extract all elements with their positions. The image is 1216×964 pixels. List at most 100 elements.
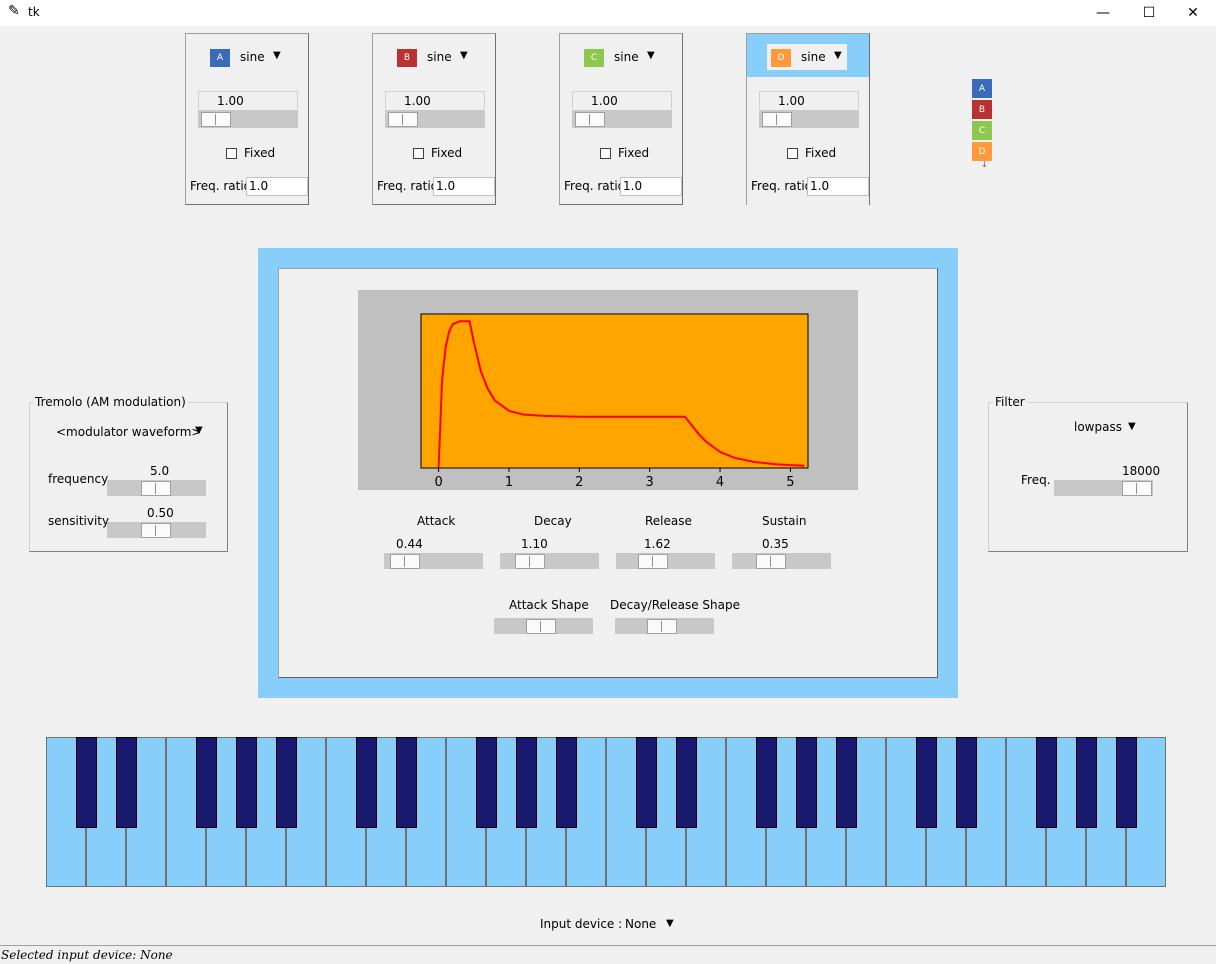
algorithm-operator-d: D <box>972 142 992 161</box>
waveform-select[interactable]: sine <box>240 50 265 64</box>
close-button[interactable]: ✕ <box>1187 5 1199 21</box>
amplitude-slider-thumb[interactable] <box>575 112 605 127</box>
fixed-checkbox[interactable] <box>600 148 611 159</box>
black-key[interactable] <box>76 737 97 828</box>
black-key[interactable] <box>1116 737 1137 828</box>
black-key[interactable] <box>476 737 497 828</box>
filter-type-select[interactable]: lowpass <box>1074 420 1122 434</box>
amplitude-value: 1.00 <box>572 91 672 109</box>
release-slider-thumb[interactable] <box>638 554 668 569</box>
tremolo-waveform-chevron-down-icon[interactable]: ▼ <box>195 425 203 436</box>
fixed-checkbox[interactable] <box>226 148 237 159</box>
amplitude-slider-thumb[interactable] <box>201 112 231 127</box>
black-key[interactable] <box>196 737 217 828</box>
tremolo-sensitivity-value: 0.50 <box>147 506 174 520</box>
release-value: 1.62 <box>644 537 671 551</box>
tremolo-sensitivity-slider-thumb[interactable] <box>141 523 171 538</box>
input-device-select[interactable]: None <box>625 917 657 931</box>
waveform-chevron-down-icon[interactable]: ▼ <box>460 50 468 61</box>
sustain-slider-thumb[interactable] <box>756 554 786 569</box>
x-tick-label: 2 <box>575 475 583 490</box>
decay-slider-thumb[interactable] <box>515 554 545 569</box>
operator-badge: B <box>397 49 417 67</box>
amplitude-value: 1.00 <box>385 91 485 109</box>
black-key[interactable] <box>276 737 297 828</box>
plot-area <box>420 313 809 469</box>
algorithm-operator-b: B <box>972 100 992 119</box>
piano-keyboard <box>46 737 1167 889</box>
fixed-checkbox[interactable] <box>787 148 798 159</box>
tremolo-frequency-slider-thumb[interactable] <box>141 481 171 496</box>
black-key[interactable] <box>1076 737 1097 828</box>
fixed-label: Fixed <box>431 146 463 160</box>
black-key[interactable] <box>756 737 777 828</box>
freq-ratio-input[interactable]: 1.0 <box>433 177 495 196</box>
x-tick-label: 5 <box>786 475 794 490</box>
black-key[interactable] <box>916 737 937 828</box>
x-tick-label: 1 <box>505 475 513 490</box>
amplitude-value: 1.00 <box>759 91 859 109</box>
black-key[interactable] <box>236 737 257 828</box>
envelope-plot-area: 0 1 2 3 4 5 <box>358 290 858 490</box>
envelope-line <box>437 320 805 469</box>
black-key[interactable] <box>956 737 977 828</box>
decay-release-shape-label: Decay/Release Shape <box>610 598 740 612</box>
title-bar: ✎ tk — ☐ ✕ <box>0 0 1216 26</box>
waveform-select[interactable]: sine <box>801 50 826 64</box>
freq-ratio-label: Freq. ratio <box>564 179 625 193</box>
black-key[interactable] <box>636 737 657 828</box>
envelope-chart: 0 1 2 3 4 5 <box>420 313 809 490</box>
attack-shape-slider-thumb[interactable] <box>526 619 556 634</box>
waveform-chevron-down-icon[interactable]: ▼ <box>273 50 281 61</box>
tremolo-waveform-select[interactable]: <modulator waveform> <box>56 425 202 439</box>
sustain-label: Sustain <box>762 514 807 528</box>
waveform-select[interactable]: sine <box>427 50 452 64</box>
black-key[interactable] <box>116 737 137 828</box>
attack-label: Attack <box>417 514 456 528</box>
attack-value: 0.44 <box>396 537 423 551</box>
filter-type-chevron-down-icon[interactable]: ▼ <box>1128 421 1136 432</box>
filter-title: Filter <box>993 395 1027 409</box>
waveform-chevron-down-icon[interactable]: ▼ <box>647 50 655 61</box>
freq-ratio-label: Freq. ratio <box>377 179 438 193</box>
decay-label: Decay <box>534 514 572 528</box>
input-device-chevron-down-icon[interactable]: ▼ <box>666 918 674 929</box>
sustain-value: 0.35 <box>762 537 789 551</box>
black-key[interactable] <box>356 737 377 828</box>
algorithm-operator-a: A <box>972 79 992 98</box>
filter-freq-slider-thumb[interactable] <box>1122 481 1152 496</box>
input-device-label: Input device : <box>540 917 623 931</box>
amplitude-slider-thumb[interactable] <box>388 112 418 127</box>
x-tick-label: 0 <box>434 475 442 490</box>
tremolo-frequency-label: frequency <box>48 472 109 486</box>
amplitude-slider-thumb[interactable] <box>762 112 792 127</box>
filter-freq-value: 18000 <box>1122 464 1161 478</box>
tremolo-title: Tremolo (AM modulation) <box>33 395 188 409</box>
freq-ratio-input[interactable]: 1.0 <box>807 177 869 196</box>
black-key[interactable] <box>676 737 697 828</box>
black-key[interactable] <box>1036 737 1057 828</box>
decay-release-shape-slider-thumb[interactable] <box>647 619 677 634</box>
minimize-button[interactable]: — <box>1096 5 1110 21</box>
fixed-label: Fixed <box>244 146 276 160</box>
attack-slider-thumb[interactable] <box>390 554 420 569</box>
black-key[interactable] <box>836 737 857 828</box>
tremolo-sensitivity-label: sensitivity <box>48 514 110 528</box>
black-key[interactable] <box>516 737 537 828</box>
freq-ratio-input[interactable]: 1.0 <box>246 177 308 196</box>
waveform-select[interactable]: sine <box>614 50 639 64</box>
black-key[interactable] <box>396 737 417 828</box>
waveform-chevron-down-icon[interactable]: ▼ <box>834 50 842 61</box>
fixed-label: Fixed <box>805 146 837 160</box>
release-label: Release <box>645 514 692 528</box>
black-key[interactable] <box>796 737 817 828</box>
decay-value: 1.10 <box>521 537 548 551</box>
status-bar: Selected input device: None <box>0 945 1216 964</box>
freq-ratio-input[interactable]: 1.0 <box>620 177 682 196</box>
black-key[interactable] <box>556 737 577 828</box>
fixed-checkbox[interactable] <box>413 148 424 159</box>
tk-feather-icon: ✎ <box>8 3 20 19</box>
fixed-label: Fixed <box>618 146 650 160</box>
maximize-button[interactable]: ☐ <box>1142 5 1156 21</box>
